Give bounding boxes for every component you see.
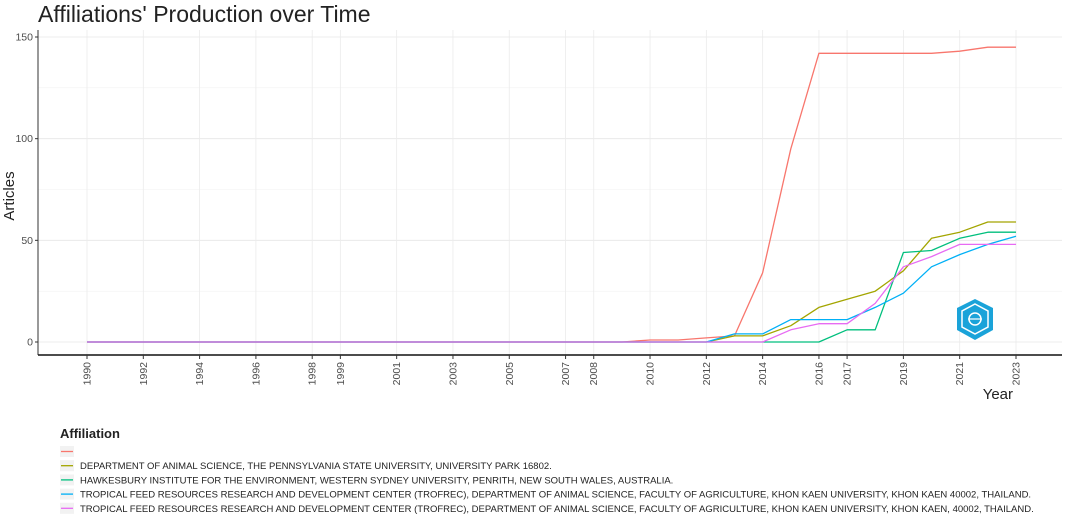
- x-tick-label: 1992: [138, 362, 150, 386]
- x-tick-label: 2008: [588, 362, 600, 386]
- series-line-3: [87, 231, 1016, 343]
- plot-background: [38, 30, 1062, 355]
- x-tick-label: 2017: [842, 362, 854, 386]
- x-tick-label: 2014: [757, 362, 769, 386]
- x-axis-ticks: 1990 1992 1994 1996 1998 1999 2001 2003 2005 2007…: [82, 355, 1023, 385]
- series-line-5: [87, 243, 1016, 343]
- y-axis-title: Articles: [1, 171, 18, 220]
- x-tick-label: 2023: [1011, 362, 1023, 386]
- plot-area: [37, 30, 1062, 356]
- legend-label-2: DEPARTMENT OF ANIMAL SCIENCE, THE PENNSY…: [80, 461, 552, 472]
- x-tick-label: 1994: [194, 362, 206, 386]
- x-axis-title: Year: [983, 386, 1013, 403]
- y-tick-label: 50: [21, 235, 33, 247]
- series-line-1: [87, 46, 1016, 343]
- legend-label-5: TROPICAL FEED RESOURCES RESEARCH AND DEV…: [80, 504, 1034, 515]
- legend-label-4: TROPICAL FEED RESOURCES RESEARCH AND DEV…: [80, 490, 1031, 501]
- grid: [38, 30, 1062, 355]
- legend: Affiliation DEPARTMENT OF ANIMAL SCIENCE…: [60, 426, 1034, 515]
- x-tick-label: 2007: [560, 362, 572, 386]
- watermark-badge-icon: [957, 299, 993, 340]
- x-tick-label: 2005: [504, 362, 516, 386]
- legend-items: DEPARTMENT OF ANIMAL SCIENCE, THE PENNSY…: [60, 446, 1034, 515]
- x-tick-label: 2001: [391, 362, 403, 386]
- y-axis-ticks: 0 50 100 150: [15, 32, 38, 349]
- x-tick-label: 2021: [954, 362, 966, 386]
- x-tick-label: 1999: [335, 362, 347, 386]
- x-tick-label: 2019: [898, 362, 910, 386]
- series-line-2: [87, 221, 1016, 343]
- series-line-4: [87, 235, 1017, 343]
- legend-title: Affiliation: [60, 426, 120, 441]
- series-lines: [87, 46, 1017, 343]
- x-tick-label: 1998: [307, 362, 319, 386]
- x-tick-label: 1996: [250, 362, 262, 386]
- legend-label-3: HAWKESBURY INSTITUTE FOR THE ENVIRONMENT…: [80, 475, 673, 486]
- x-tick-label: 2016: [813, 362, 825, 386]
- x-tick-label: 2010: [645, 362, 657, 386]
- x-tick-label: 2012: [701, 362, 713, 386]
- y-tick-label: 0: [27, 337, 33, 349]
- x-tick-label: 1990: [82, 362, 94, 386]
- y-tick-label: 150: [15, 32, 33, 44]
- y-tick-label: 100: [15, 133, 33, 145]
- chart-title: Affiliations' Production over Time: [38, 1, 371, 27]
- x-tick-label: 2003: [447, 362, 459, 386]
